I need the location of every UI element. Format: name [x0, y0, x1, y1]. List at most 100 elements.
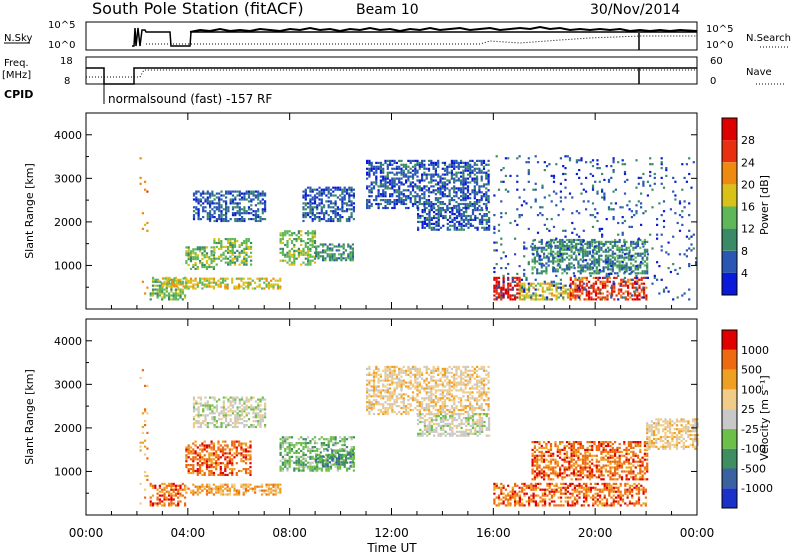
- heatmap-cell: [375, 195, 378, 198]
- heatmap-cell: [589, 172, 592, 176]
- heatmap-cell: [300, 240, 303, 243]
- heatmap-cell: [586, 242, 589, 245]
- heatmap-cell: [405, 189, 408, 192]
- heatmap-cell: [274, 279, 277, 282]
- heatmap-cell: [307, 249, 310, 252]
- heatmap-cell: [208, 487, 211, 490]
- heatmap-cell: [350, 186, 353, 189]
- heatmap-cell: [642, 286, 645, 289]
- heatmap-cell: [366, 187, 369, 190]
- heatmap-cell: [297, 255, 300, 258]
- heatmap-cell: [605, 261, 608, 264]
- heatmap-cell: [458, 224, 461, 227]
- heatmap-cell: [516, 188, 519, 191]
- heatmap-cell: [196, 471, 199, 475]
- heatmap-cell: [607, 272, 611, 275]
- heatmap-cell: [523, 290, 526, 293]
- heatmap-cell: [620, 288, 623, 291]
- heatmap-cell: [141, 212, 144, 215]
- heatmap-cell: [612, 218, 615, 221]
- heatmap-cell: [437, 199, 440, 202]
- heatmap-cell: [192, 483, 195, 486]
- heatmap-cell: [211, 202, 214, 205]
- heatmap-cell: [334, 214, 337, 217]
- heatmap-cell: [559, 248, 562, 251]
- heatmap-cell: [236, 190, 239, 193]
- heatmap-cell: [614, 272, 617, 275]
- heatmap-cell: [326, 247, 329, 250]
- heatmap-cell: [449, 207, 452, 210]
- heatmap-cell: [665, 251, 668, 254]
- heatmap-cell: [177, 490, 180, 493]
- heatmap-cell: [247, 194, 251, 197]
- heatmap-cell: [616, 260, 619, 263]
- heatmap-cell: [201, 262, 204, 265]
- heatmap-cell: [331, 255, 334, 258]
- heatmap-cell: [389, 181, 392, 184]
- heatmap-cell: [315, 247, 318, 250]
- heatmap-cell: [591, 174, 595, 177]
- heatmap-cell: [478, 187, 481, 190]
- heatmap-cell: [612, 157, 615, 160]
- heatmap-cell: [316, 192, 319, 195]
- heatmap-cell: [485, 195, 488, 198]
- heatmap-cell: [235, 440, 238, 443]
- heatmap-cell: [400, 159, 403, 162]
- heatmap-cell: [368, 161, 371, 164]
- heatmap-cell: [683, 176, 686, 179]
- heatmap-cell: [516, 284, 519, 287]
- heatmap-cell: [469, 204, 472, 208]
- heatmap-cell: [572, 264, 575, 267]
- heatmap-cell: [460, 165, 463, 168]
- heatmap-cell: [379, 171, 382, 174]
- heatmap-cell: [192, 404, 196, 407]
- heatmap-cell: [641, 240, 644, 243]
- heatmap-cell: [313, 188, 317, 191]
- heatmap-cell: [439, 214, 443, 218]
- heatmap-cell: [163, 496, 166, 499]
- heatmap-cell: [562, 296, 565, 299]
- heatmap-cell: [177, 281, 181, 284]
- heatmap-cell: [476, 177, 479, 180]
- heatmap-cell: [457, 204, 460, 208]
- heatmap-cell: [229, 408, 232, 411]
- heatmap-cell: [616, 240, 619, 243]
- heatmap-cell: [634, 242, 637, 245]
- heatmap-cell: [525, 276, 528, 279]
- heatmap-cell: [203, 440, 206, 443]
- heatmap-cell: [485, 177, 488, 180]
- heatmap-cell: [566, 296, 570, 299]
- heatmap-cell: [311, 198, 314, 201]
- heatmap-cell: [211, 416, 214, 419]
- heatmap-cell: [320, 200, 323, 203]
- heatmap-cell: [219, 471, 222, 475]
- heatmap-cell: [302, 253, 305, 256]
- heatmap-cell: [179, 488, 182, 491]
- heatmap-cell: [591, 240, 594, 243]
- heatmap-cell: [265, 285, 268, 288]
- heatmap-cell: [220, 410, 223, 413]
- heatmap-cell: [588, 268, 591, 271]
- heatmap-cell: [236, 408, 239, 411]
- heatmap-cell: [471, 179, 474, 182]
- heatmap-cell: [581, 276, 584, 279]
- heatmap-cell: [642, 212, 645, 215]
- heatmap-cell: [598, 250, 601, 253]
- heatmap-cell: [488, 224, 491, 227]
- heatmap-cell: [313, 206, 317, 209]
- heatmap-cell: [245, 259, 248, 262]
- heatmap-cell: [327, 214, 330, 217]
- heatmap-cell: [315, 455, 318, 458]
- heatmap-cell: [635, 265, 638, 268]
- heatmap-cell: [548, 284, 551, 287]
- heatmap-cell: [170, 498, 173, 501]
- heatmap-cell: [313, 459, 317, 462]
- heatmap-cell: [533, 246, 536, 249]
- heatmap-cell: [219, 448, 222, 451]
- heatmap-cell: [609, 262, 612, 265]
- heatmap-cell: [556, 240, 559, 243]
- heatmap-cell: [304, 442, 307, 445]
- heatmap-cell: [264, 425, 267, 429]
- heatmap-cell: [320, 212, 323, 215]
- heatmap-cell: [300, 234, 303, 237]
